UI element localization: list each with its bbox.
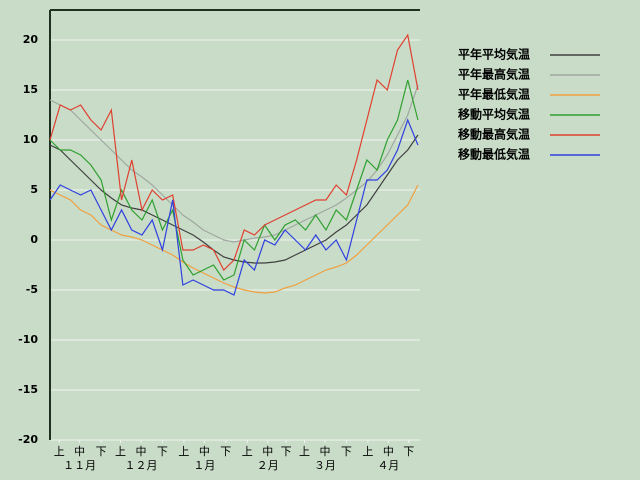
x-tick-label: 下 xyxy=(403,445,414,458)
x-tick-label: 上 xyxy=(54,445,65,458)
x-tick-label: 上 xyxy=(178,445,189,458)
x-tick-label: 上 xyxy=(362,445,373,458)
x-tick-label: 下 xyxy=(341,445,352,458)
month-label: １２月 xyxy=(124,459,157,472)
legend-label: 移動最低気温 xyxy=(458,147,530,162)
legend-label: 移動最高気温 xyxy=(458,127,530,142)
legend-label: 平年最低気温 xyxy=(458,87,530,102)
x-tick-label: 上 xyxy=(242,445,253,458)
x-tick-label: 中 xyxy=(319,445,330,458)
x-tick-label: 下 xyxy=(96,445,107,458)
x-tick-label: 上 xyxy=(299,445,310,458)
y-tick-label: 10 xyxy=(23,133,39,146)
legend-label: 平年平均気温 xyxy=(458,47,530,62)
month-label: ４月 xyxy=(377,459,399,472)
month-label: ３月 xyxy=(314,459,336,472)
series-line xyxy=(49,79,419,281)
x-tick-label: 中 xyxy=(135,445,146,458)
y-tick-label: -10 xyxy=(18,333,38,346)
month-label: ２月 xyxy=(257,459,279,472)
y-tick-label: 15 xyxy=(23,83,38,96)
y-tick-label: -20 xyxy=(18,433,38,446)
month-label: １月 xyxy=(193,459,215,472)
y-tick-label: -15 xyxy=(18,383,38,396)
y-tick-label: 20 xyxy=(23,33,39,46)
x-tick-label: 中 xyxy=(262,445,273,458)
y-tick-label: -5 xyxy=(26,283,38,296)
series-line xyxy=(49,33,419,271)
x-tick-label: 下 xyxy=(220,445,231,458)
x-tick-label: 下 xyxy=(281,445,292,458)
x-tick-label: 下 xyxy=(157,445,168,458)
x-tick-label: 中 xyxy=(199,445,210,458)
x-tick-label: 中 xyxy=(74,445,85,458)
y-tick-label: 0 xyxy=(30,233,38,246)
x-tick-label: 上 xyxy=(115,445,126,458)
x-tick-label: 中 xyxy=(383,445,394,458)
legend-label: 平年最高気温 xyxy=(458,67,530,82)
month-label: １１月 xyxy=(63,459,96,472)
legend-label: 移動平均気温 xyxy=(458,107,530,122)
series-line xyxy=(49,118,419,296)
y-tick-label: 5 xyxy=(30,183,38,196)
